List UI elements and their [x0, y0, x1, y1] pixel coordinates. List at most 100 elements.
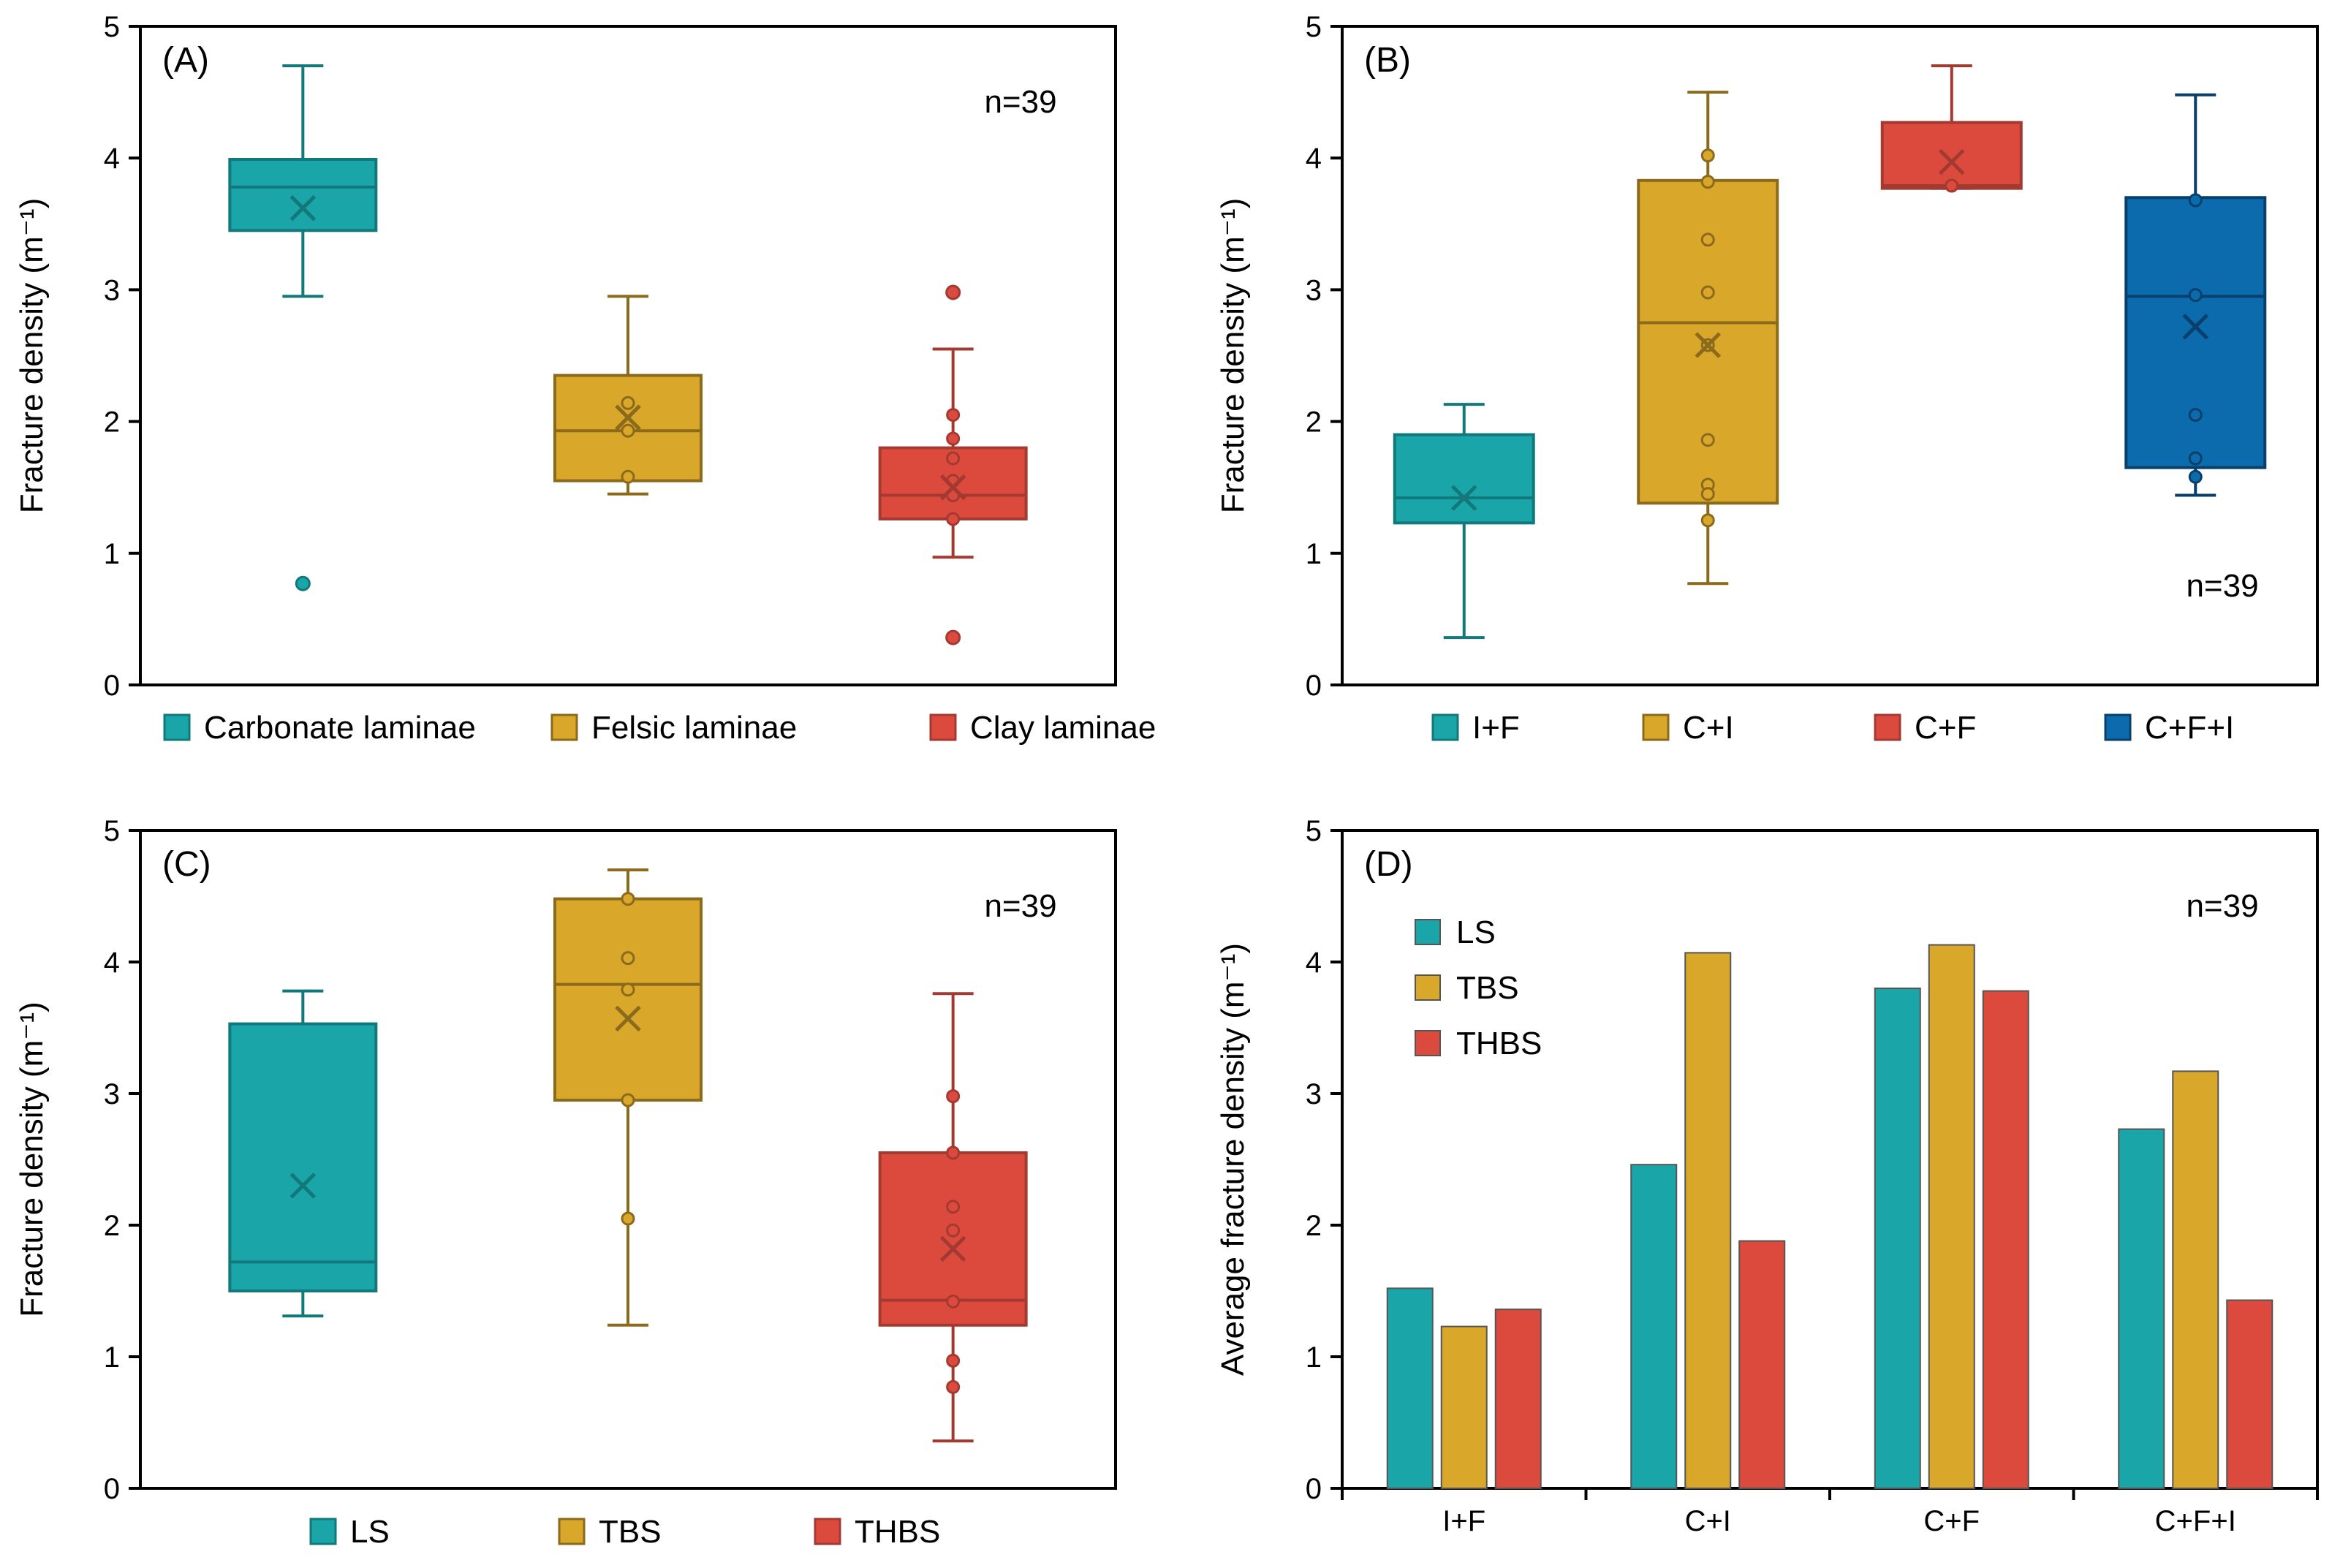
x-tick-label: C+F+I — [2155, 1505, 2236, 1537]
y-tick-label: 5 — [104, 815, 120, 847]
data-point — [621, 982, 635, 997]
panel-label: (D) — [1364, 845, 1413, 884]
chart-panel: 0 1 2 3 4 5 Fracture density (m⁻¹) (A) n=39 Carbo… — [14, 11, 1156, 746]
y-tick-label: 0 — [104, 1473, 120, 1505]
legend-swatch — [2104, 713, 2132, 741]
chart-panel: 0 1 2 3 4 5 Average fracture density (m⁻¹) (D) n… — [1215, 815, 2319, 1537]
mean-marker — [1938, 148, 1965, 175]
y-tick-label: 5 — [1306, 11, 1322, 43]
mean-marker — [615, 1005, 641, 1032]
data-point — [1945, 178, 1959, 193]
legend-swatch — [1415, 919, 1441, 945]
box-iqr — [228, 1022, 378, 1292]
bar — [1982, 990, 2029, 1489]
y-tick-label: 5 — [1306, 815, 1322, 847]
legend-label: C+F — [1915, 710, 1976, 746]
box-group — [1880, 64, 2023, 193]
legend-label: TBS — [1456, 970, 1519, 1006]
data-point — [1700, 285, 1715, 300]
y-tick-label: 0 — [1306, 1473, 1322, 1505]
bar — [1494, 1308, 1542, 1489]
y-tick-label: 1 — [104, 1341, 120, 1374]
mean-marker — [2182, 314, 2209, 340]
box-iqr — [228, 158, 378, 232]
box-iqr — [553, 897, 703, 1102]
legend-swatch — [550, 713, 578, 741]
data-point — [946, 1353, 961, 1368]
legend-label: THBS — [1456, 1026, 1542, 1061]
data-point — [946, 1200, 961, 1214]
box-group — [553, 295, 703, 496]
panel-label: (A) — [162, 41, 209, 80]
bar — [1630, 1164, 1678, 1489]
box-group — [228, 64, 378, 591]
data-point — [2188, 451, 2203, 466]
sample-count-label: n=39 — [984, 888, 1056, 924]
y-tick-label: 4 — [1306, 947, 1322, 979]
y-tick-label: 0 — [104, 670, 120, 702]
box-iqr — [2124, 196, 2267, 469]
sample-count-label: n=39 — [984, 84, 1056, 120]
legend-label: Felsic laminae — [591, 710, 797, 746]
y-tick-label: 3 — [1306, 274, 1322, 306]
legend-label: C+I — [1683, 710, 1734, 746]
box-group — [553, 868, 703, 1327]
outlier-point — [295, 575, 311, 591]
y-axis-label: Average fracture density (m⁻¹) — [1215, 943, 1251, 1376]
y-axis-label: Fracture density (m⁻¹) — [14, 1001, 50, 1317]
legend-label: C+F+I — [2145, 710, 2234, 746]
bar — [1440, 1325, 1488, 1489]
legend-swatch — [929, 713, 957, 741]
chart-panel: 0 1 2 3 4 5 Fracture density (m⁻¹) (C) n=39 LS TBS… — [14, 815, 1117, 1550]
mean-marker — [1450, 485, 1477, 511]
data-point — [1700, 175, 1715, 189]
y-tick-label: 2 — [104, 406, 120, 439]
box-group — [2124, 93, 2267, 497]
plot-frame — [139, 25, 1117, 686]
bar — [1874, 988, 1921, 1489]
box-group — [1637, 91, 1779, 586]
data-point — [946, 451, 961, 466]
data-point — [621, 1211, 635, 1226]
data-point — [621, 423, 635, 438]
outlier-point — [945, 629, 961, 645]
y-tick-label: 1 — [104, 538, 120, 570]
data-point — [946, 1294, 961, 1308]
outlier-point — [945, 284, 961, 300]
x-tick-label: C+F — [1923, 1505, 1980, 1537]
legend-label: THBS — [855, 1514, 940, 1550]
sample-count-label: n=39 — [2186, 888, 2258, 924]
bar — [2118, 1128, 2165, 1489]
y-tick-label: 1 — [1306, 538, 1322, 570]
y-axis-label: Fracture density (m⁻¹) — [1215, 198, 1251, 514]
box-group — [878, 284, 1028, 645]
mean-marker — [289, 194, 317, 221]
data-point — [2188, 469, 2203, 484]
legend-swatch — [163, 713, 191, 741]
chart-panel: 0 1 2 3 4 5 Fracture density (m⁻¹) (B) n=39 I+F C+… — [1215, 11, 2319, 746]
box-group — [1393, 403, 1535, 640]
y-tick-label: 3 — [104, 1078, 120, 1110]
y-tick-label: 3 — [104, 274, 120, 306]
x-tick-label: C+I — [1685, 1505, 1731, 1537]
data-point — [946, 431, 961, 446]
data-point — [1700, 232, 1715, 247]
box-group — [878, 992, 1028, 1443]
data-point — [621, 469, 635, 484]
bar — [1928, 944, 1975, 1489]
legend-swatch — [1415, 974, 1441, 1001]
data-point — [1700, 513, 1715, 528]
box-iqr — [1880, 121, 2023, 190]
data-point — [2188, 288, 2203, 303]
box-iqr — [1393, 433, 1535, 525]
bar — [1684, 952, 1732, 1489]
data-point — [621, 951, 635, 966]
legend-label: LS — [350, 1514, 390, 1550]
legend-label: LS — [1456, 914, 1496, 950]
data-point — [621, 1093, 635, 1107]
data-point — [946, 1379, 961, 1394]
plot-frame — [1341, 25, 2319, 686]
bar — [2172, 1070, 2219, 1489]
y-tick-label: 5 — [104, 11, 120, 43]
